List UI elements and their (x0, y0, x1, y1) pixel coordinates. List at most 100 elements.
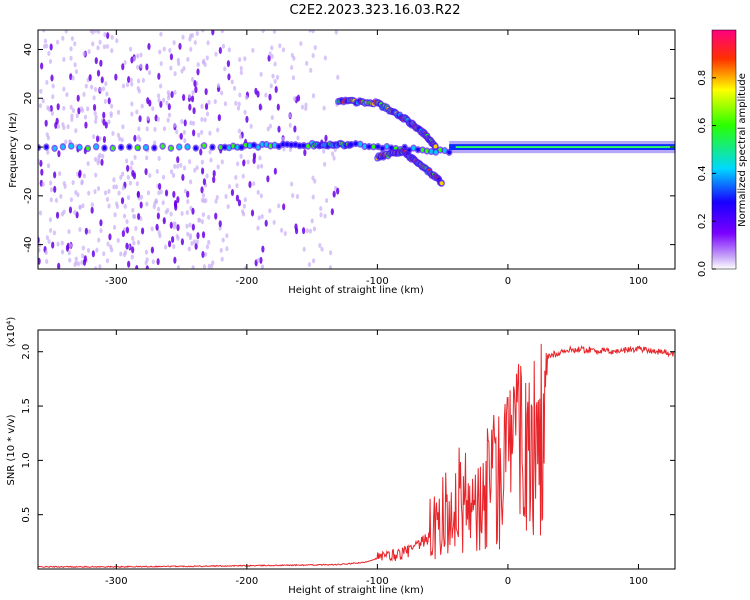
spectrogram-noise-cell (71, 180, 75, 186)
spectrogram-track-cell (302, 143, 306, 148)
spectrogram-track-cell (433, 144, 438, 149)
spectrogram-noise-cell (172, 224, 176, 230)
spectrogram-noise-cell (169, 211, 173, 217)
snr-y-multiplier: (x10⁴) (6, 317, 17, 348)
spectrogram-noise-cell (51, 94, 55, 100)
spectrogram-track-cell (227, 145, 231, 150)
spectrogram-noise-cell (56, 241, 60, 247)
spectrogram-track-cell (389, 146, 394, 151)
spectrogram-noise-cell (182, 129, 186, 135)
spectrogram-noise-cell (95, 247, 99, 253)
spectrogram-noise-cell (256, 225, 260, 231)
spectrogram-noise-cell (189, 33, 193, 39)
spectrogram-noise-cell (173, 163, 177, 169)
spectrogram-noise-cell (105, 44, 110, 50)
spectrogram-noise-cell (221, 43, 226, 49)
spectrogram-noise-cell (208, 149, 212, 155)
spectrogram-noise-cell (230, 188, 235, 196)
spectrogram-track-cell (264, 142, 269, 147)
spectrogram-noise-cell (125, 242, 129, 250)
spectrogram-noise-cell (190, 240, 194, 246)
spectrogram-noise-cell (146, 97, 150, 105)
spectrogram-noise-cell (313, 178, 317, 184)
spectrogram-noise-cell (74, 69, 79, 75)
colorbar-tick-label: 0.8 (697, 70, 708, 86)
spectrogram-noise-cell (116, 237, 120, 243)
spectrogram-noise-cell (273, 61, 277, 67)
spectrogram-noise-cell (62, 86, 66, 92)
spectrogram-noise-cell (288, 122, 292, 128)
spectrogram-noise-cell (177, 61, 181, 67)
spectrogram-noise-cell (200, 103, 204, 109)
spectrogram-track-cell (416, 147, 420, 152)
spectrogram-noise-cell (81, 253, 85, 259)
spectrogram-noise-cell (102, 44, 106, 50)
spectrogram-noise-cell (122, 213, 127, 219)
y-tick-label: 2.0 (21, 344, 32, 360)
spectrogram-noise-cell (258, 103, 262, 111)
spectrogram-noise-cell (226, 204, 230, 210)
spectrogram-noise-cell (96, 30, 101, 35)
spectrogram-noise-cell (153, 140, 157, 146)
spectrogram-noise-cell (50, 74, 54, 82)
x-tick-label: -300 (105, 276, 128, 287)
spectrogram-noise-cell (243, 56, 247, 62)
spectrogram-noise-cell (102, 135, 107, 143)
spectrogram-noise-cell (131, 235, 135, 241)
spectrogram-noise-cell (189, 120, 193, 126)
spectrogram-noise-cell (135, 109, 139, 115)
spectrogram-noise-cell (84, 83, 88, 89)
spectrogram-noise-cell (64, 30, 68, 34)
spectrogram-noise-cell (238, 57, 242, 63)
spectrogram-noise-cell (294, 223, 298, 231)
spectrogram-track-cell (52, 146, 57, 151)
spectrogram-noise-cell (62, 57, 66, 63)
spectrogram-noise-cell (193, 167, 197, 173)
spectrogram-noise-cell (207, 263, 211, 269)
spectrogram-noise-cell (91, 41, 95, 47)
spectrogram-track-cell (260, 142, 265, 147)
spectrogram-noise-cell (139, 194, 144, 200)
spectrogram-noise-cell (76, 94, 80, 102)
spectrogram-noise-cell (84, 121, 88, 129)
spectrogram-noise-cell (66, 124, 70, 130)
spectrogram-noise-cell (159, 100, 163, 108)
spectrogram-noise-cell (277, 203, 281, 209)
spectrogram-noise-cell (126, 195, 131, 201)
spectrogram-noise-cell (241, 173, 245, 179)
spectrogram-noise-cell (239, 65, 243, 71)
spectrogram-noise-cell (90, 202, 94, 208)
spectrogram-noise-cell (77, 107, 81, 115)
spectrogram-noise-cell (49, 43, 53, 51)
spectrogram-noise-cell (96, 186, 101, 192)
spectrogram-noise-cell (173, 89, 177, 95)
spectrogram-noise-cell (207, 239, 211, 245)
spectrogram-noise-cell (115, 38, 119, 44)
x-tick-label: -100 (366, 276, 389, 287)
spectrogram-noise-cell (283, 231, 287, 237)
spectrogram-noise-cell (94, 118, 98, 124)
spectrogram-noise-cell (51, 241, 55, 249)
spectrogram-noise-cell (124, 158, 129, 164)
spectrogram-track-cell (385, 144, 389, 149)
spectrogram-track-cell (367, 144, 371, 149)
spectrogram-noise-cell (183, 119, 187, 127)
spectrogram-noise-cell (109, 244, 113, 250)
spectrogram-noise-cell (135, 181, 139, 187)
spectrogram-noise-cell (169, 53, 174, 61)
spectrogram-noise-cell (96, 69, 101, 77)
spectrogram-noise-cell (119, 174, 123, 180)
spectrogram-noise-cell (311, 30, 315, 34)
spectrogram-noise-cell (313, 45, 317, 51)
spectrogram-noise-cell (92, 134, 96, 140)
spectrogram-track-cell (194, 146, 198, 151)
spectrogram-noise-cell (208, 130, 212, 136)
spectrogram-track-cell (420, 147, 425, 152)
spectrogram-noise-cell (201, 192, 206, 198)
spectrogram-noise-cell (67, 229, 71, 235)
spectrogram-noise-cell (169, 65, 173, 71)
spectrogram-noise-cell (159, 31, 163, 37)
spectrogram-noise-cell (190, 95, 195, 103)
